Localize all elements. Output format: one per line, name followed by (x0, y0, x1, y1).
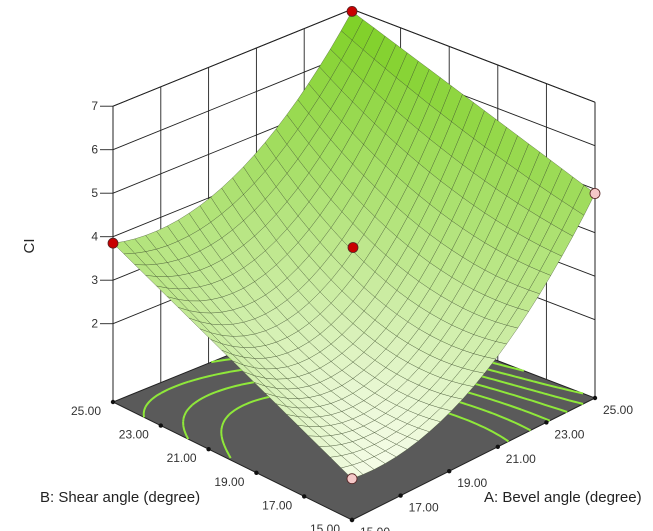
design-point (346, 473, 358, 485)
x-tick-label: 23.00 (554, 427, 584, 441)
x-tick-mark (398, 493, 403, 498)
y-tick-mark (254, 470, 259, 475)
y-tick-label: 25.00 (71, 404, 101, 418)
design-points (107, 5, 601, 485)
y-tick-mark (349, 517, 355, 523)
x-tick-label: 21.00 (506, 452, 536, 466)
x-tick-label: 15.00 (360, 525, 390, 531)
y-tick-label: 21.00 (167, 451, 197, 465)
z-tick-label: 7 (91, 99, 98, 113)
y-tick-label: 17.00 (262, 498, 292, 512)
z-tick-label: 5 (91, 186, 98, 200)
y-tick-label: 15.00 (310, 522, 340, 531)
x-tick-mark (592, 395, 598, 401)
design-point (107, 237, 119, 249)
design-point (589, 188, 601, 199)
x-tick-mark (544, 420, 549, 425)
x-tick-label: 17.00 (409, 501, 439, 515)
wall-gridline (112, 8, 353, 107)
x-tick-mark (495, 444, 500, 449)
wall-gridline (351, 8, 596, 103)
y-axis-title: B: Shear angle (degree) (40, 489, 200, 506)
y-tick-label: 19.00 (214, 475, 244, 489)
axis-labels: 2 3 4 5 6 7 15.00 17.00 19.00 21.00 23.00 25.00 15.0… (71, 99, 633, 531)
z-tick-label: 6 (91, 143, 98, 157)
design-point (346, 5, 358, 17)
z-axis-title: CI (21, 239, 38, 254)
response-surface (112, 11, 596, 479)
design-point (347, 242, 359, 253)
y-tick-mark (158, 423, 163, 428)
x-axis-title: A: Bevel angle (degree) (484, 489, 642, 506)
z-tick-label: 4 (91, 230, 98, 244)
wall-gridline (112, 52, 353, 151)
y-tick-mark (302, 494, 307, 499)
y-tick-label: 23.00 (119, 428, 149, 442)
x-tick-mark (447, 469, 452, 474)
y-tick-mark (110, 399, 116, 405)
y-tick-mark (206, 447, 211, 452)
surface-cell (340, 464, 364, 479)
z-tick-label: 3 (91, 273, 98, 287)
x-tick-label: 25.00 (603, 403, 633, 417)
x-tick-label: 19.00 (457, 476, 487, 490)
z-tick-label: 2 (91, 317, 98, 331)
